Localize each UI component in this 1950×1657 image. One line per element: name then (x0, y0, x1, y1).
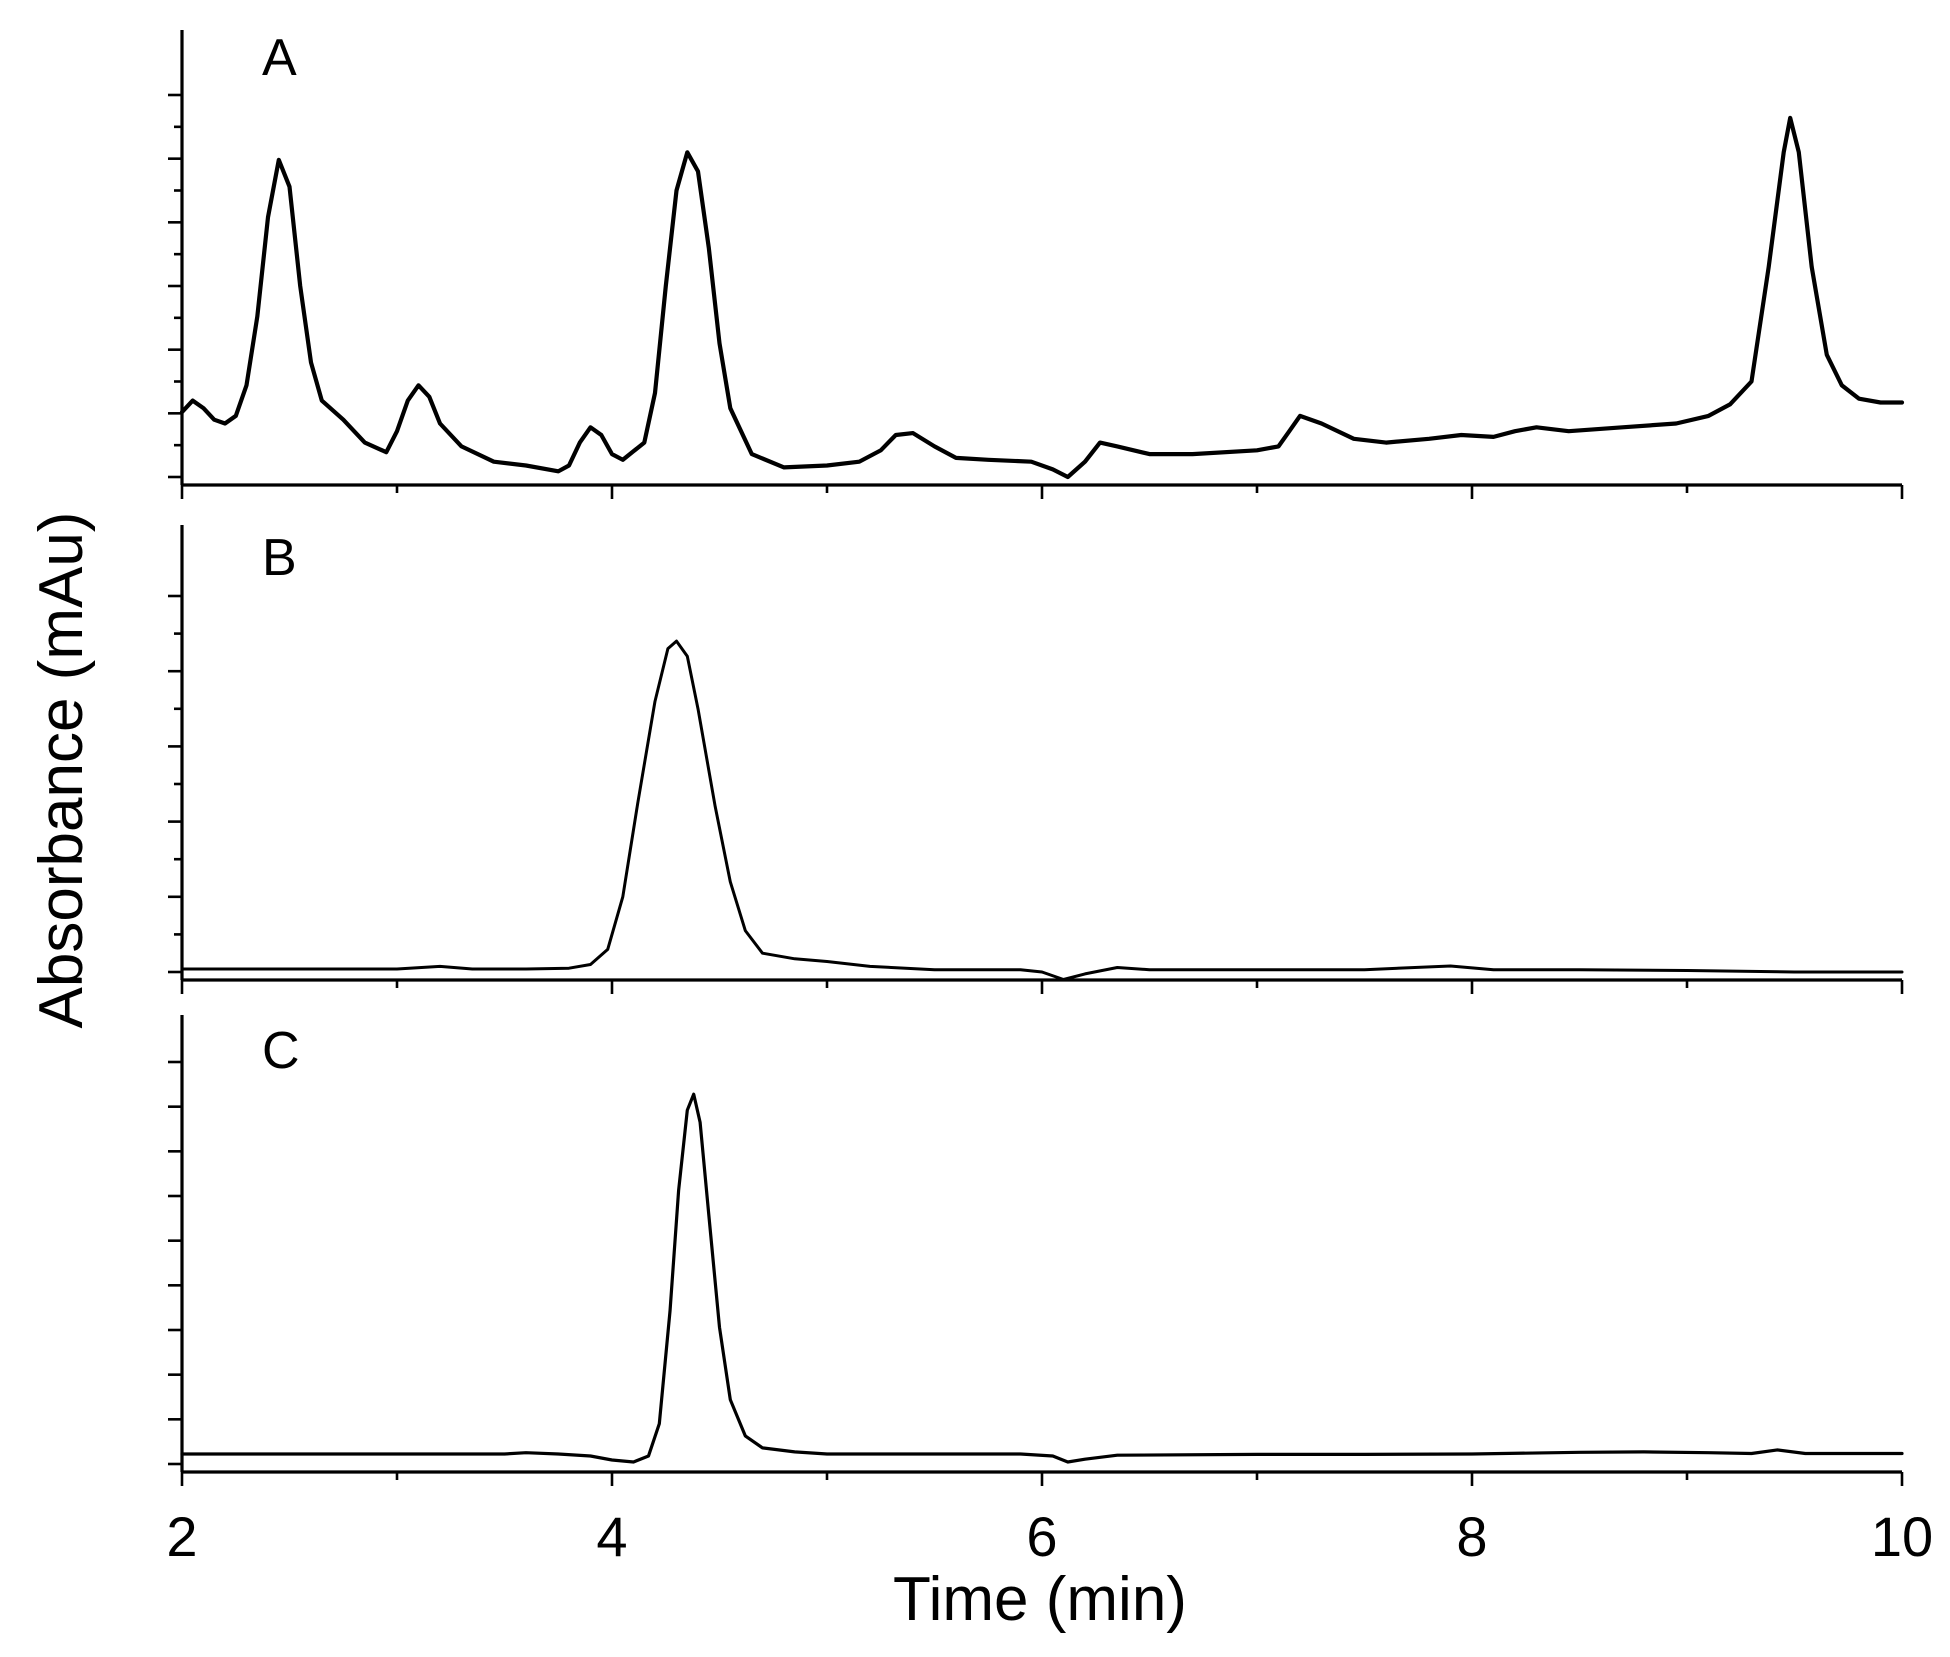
x-tick-label: 2 (166, 1505, 197, 1568)
panel-a: A (168, 29, 1905, 499)
panels-group: A B C (168, 29, 1905, 1486)
x-tick-label: 4 (596, 1505, 627, 1568)
y-axis-title: Absorbance (mAu) (27, 512, 96, 1029)
trace-a (179, 115, 1905, 480)
trace-c (180, 1092, 1904, 1464)
panel-label-a: A (262, 29, 297, 87)
x-tick-label: 6 (1026, 1505, 1057, 1568)
x-axis: 2 4 6 8 10 (166, 1505, 1933, 1568)
x-tick-label: 10 (1871, 1505, 1933, 1568)
trace-b (180, 639, 1904, 981)
panel-label-b: B (262, 529, 297, 587)
x-axis-title: Time (min) (893, 1565, 1187, 1634)
panel-label-c: C (262, 1022, 300, 1080)
x-tick-label: 8 (1456, 1505, 1487, 1568)
panel-b: B (168, 525, 1904, 994)
panel-c: C (168, 1015, 1904, 1486)
